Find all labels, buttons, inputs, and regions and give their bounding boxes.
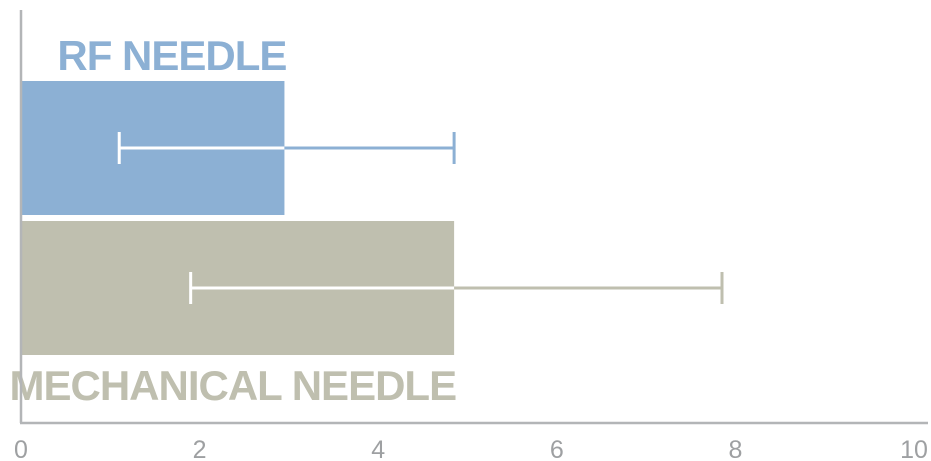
x-tick-label: 8 <box>728 436 742 461</box>
category-labels-layer: RF NEEDLE MECHANICAL NEEDLE <box>10 32 458 409</box>
axes <box>19 10 928 425</box>
x-tick-label: 0 <box>14 436 28 461</box>
error-bars-layer <box>117 132 724 304</box>
x-tick-label: 10 <box>900 436 928 461</box>
x-tick-labels: 0 2 4 6 8 10 <box>14 436 928 461</box>
x-tick-label: 4 <box>371 436 385 461</box>
bars-layer <box>21 81 455 355</box>
x-tick-label: 6 <box>550 436 564 461</box>
x-tick-label: 2 <box>193 436 207 461</box>
category-label-mechanical-needle: MECHANICAL NEEDLE <box>10 362 457 409</box>
category-label-rf-needle: RF NEEDLE <box>57 32 286 79</box>
